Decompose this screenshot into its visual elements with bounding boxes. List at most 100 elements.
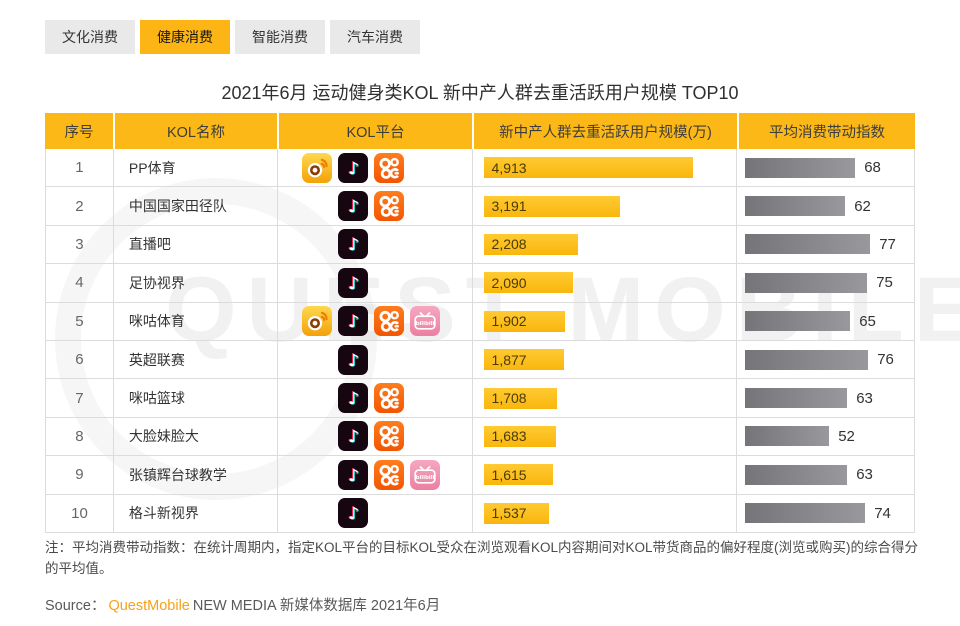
empty-platform-slot (302, 229, 332, 259)
user-scale-bar: 1,902 (483, 310, 565, 332)
user-scale-value: 1,877 (491, 351, 527, 368)
tab-smart[interactable]: 智能消费 (235, 20, 325, 54)
platform-cell: ♪ ♪ ♪ (278, 494, 473, 532)
svg-text:♪: ♪ (348, 351, 359, 371)
index-bar (745, 234, 871, 255)
user-scale-value: 4,913 (491, 159, 527, 176)
user-scale-bar: 2,208 (483, 233, 578, 255)
index-cell: 63 (737, 456, 916, 494)
kol-name-cell: 咪咕篮球 (114, 379, 278, 417)
index-value: 63 (856, 466, 873, 484)
svg-text:♪: ♪ (349, 466, 360, 486)
footnote: 注：平均消费带动指数：在统计周期内，指定KOL平台的目标KOL受众在浏览观看KO… (45, 540, 919, 576)
svg-text:♪: ♪ (347, 427, 358, 447)
platform-cell: ♪ ♪ ♪ (278, 187, 473, 225)
empty-platform-slot (302, 345, 332, 375)
douyin-icon: ♪ ♪ ♪ (337, 229, 368, 260)
svg-text:♪: ♪ (349, 428, 360, 448)
index-cell: 52 (737, 417, 916, 456)
svg-text:♪: ♪ (348, 274, 359, 294)
user-scale-cell: 1,537 (473, 494, 738, 532)
svg-text:♪: ♪ (348, 428, 359, 448)
kol-name-cell: 足协视界 (114, 264, 278, 302)
rank-cell: 2 (46, 187, 114, 225)
platform-cell: ♪ ♪ ♪ (278, 264, 473, 302)
svg-text:♪: ♪ (347, 350, 358, 370)
rank-cell: 4 (46, 264, 114, 302)
svg-text:♪: ♪ (349, 313, 360, 333)
index-value: 74 (874, 504, 891, 522)
svg-text:bilibili: bilibili (415, 321, 434, 327)
svg-text:♪: ♪ (349, 351, 360, 371)
tab-auto[interactable]: 汽车消费 (330, 20, 420, 54)
table-row: 9 张镇辉台球教学 ♪ ♪ ♪ bilibili 1,615 63 (45, 456, 916, 495)
douyin-icon: ♪ ♪ ♪ (337, 191, 368, 222)
platform-cell: ♪ ♪ ♪ bilibili (278, 302, 473, 340)
empty-platform-slot (302, 498, 332, 528)
table-row: 6 英超联赛 ♪ ♪ ♪ 1,877 76 (45, 340, 916, 380)
user-scale-value: 1,708 (491, 390, 527, 407)
index-value: 75 (876, 274, 893, 292)
user-scale-bar: 1,683 (483, 425, 556, 447)
table-header-row: 序号 KOL名称 KOL平台 新中产人群去重活跃用户规模(万) 平均消费带动指数 (45, 113, 915, 149)
svg-text:bilibili: bilibili (415, 475, 434, 481)
platform-cell: ♪ ♪ ♪ (278, 149, 473, 187)
empty-platform-slot (410, 498, 440, 528)
index-bar (745, 311, 851, 332)
user-scale-bar: 1,537 (483, 502, 549, 524)
platform-cell: ♪ ♪ ♪ (278, 225, 473, 264)
table-body: 1 PP体育 ♪ ♪ ♪ 4,913 68 2 中国国家田径队 ♪ ♪ ♪ 3,191 62 3 直播吧 ♪ ♪ ♪… (45, 149, 916, 533)
rank-cell: 9 (46, 456, 114, 494)
svg-text:♪: ♪ (349, 159, 360, 179)
svg-text:♪: ♪ (348, 312, 359, 332)
index-value: 68 (864, 159, 881, 177)
index-cell: 76 (737, 340, 916, 379)
index-value: 62 (854, 197, 871, 215)
empty-platform-slot (410, 229, 440, 259)
douyin-icon: ♪ ♪ ♪ (337, 383, 368, 414)
svg-text:♪: ♪ (347, 158, 358, 178)
empty-platform-slot (302, 268, 332, 298)
rank-cell: 1 (46, 149, 114, 187)
svg-text:♪: ♪ (349, 390, 360, 410)
user-scale-cell: 4,913 (473, 149, 738, 187)
rank-cell: 8 (46, 417, 114, 456)
index-cell: 75 (737, 264, 916, 302)
empty-platform-slot (302, 383, 332, 413)
user-scale-bar: 3,191 (483, 195, 620, 217)
user-scale-value: 1,683 (491, 428, 527, 445)
empty-platform-slot (410, 345, 440, 375)
kol-table: 序号 KOL名称 KOL平台 新中产人群去重活跃用户规模(万) 平均消费带动指数 1 PP… (45, 113, 916, 533)
svg-text:♪: ♪ (349, 236, 360, 256)
svg-text:♪: ♪ (349, 274, 360, 294)
svg-text:♪: ♪ (347, 389, 358, 409)
index-bar (745, 349, 869, 370)
table-row: 3 直播吧 ♪ ♪ ♪ 2,208 77 (45, 225, 916, 265)
index-bar (745, 196, 846, 217)
index-bar (745, 388, 848, 409)
user-scale-cell: 1,708 (473, 379, 738, 417)
tab-bar: 文化消费 健康消费 智能消费 汽车消费 (45, 20, 420, 54)
user-scale-value: 3,191 (491, 198, 527, 215)
svg-text:♪: ♪ (348, 159, 359, 179)
bilibili-icon: bilibili (409, 306, 440, 337)
kuaishou-icon (373, 152, 404, 183)
table-row: 5 咪咕体育 ♪ ♪ ♪ bilibili 1,902 65 (45, 302, 916, 341)
source-brand: QuestMobile (108, 598, 190, 614)
kol-name-cell: 英超联赛 (114, 340, 278, 379)
user-scale-bar: 1,877 (483, 349, 564, 371)
index-bar (745, 503, 866, 524)
column-header: 新中产人群去重活跃用户规模(万) (472, 113, 737, 149)
user-scale-bar: 1,708 (483, 387, 557, 409)
empty-platform-slot (374, 229, 404, 259)
douyin-icon: ♪ ♪ ♪ (337, 306, 368, 337)
user-scale-value: 1,615 (491, 466, 527, 483)
kuaishou-icon (373, 191, 404, 222)
tab-culture[interactable]: 文化消费 (45, 20, 135, 54)
user-scale-cell: 1,902 (473, 302, 738, 340)
svg-text:♪: ♪ (347, 273, 358, 293)
tab-health[interactable]: 健康消费 (140, 20, 230, 54)
empty-platform-slot (302, 191, 332, 221)
user-scale-value: 1,537 (491, 505, 527, 522)
svg-text:♪: ♪ (347, 312, 358, 332)
